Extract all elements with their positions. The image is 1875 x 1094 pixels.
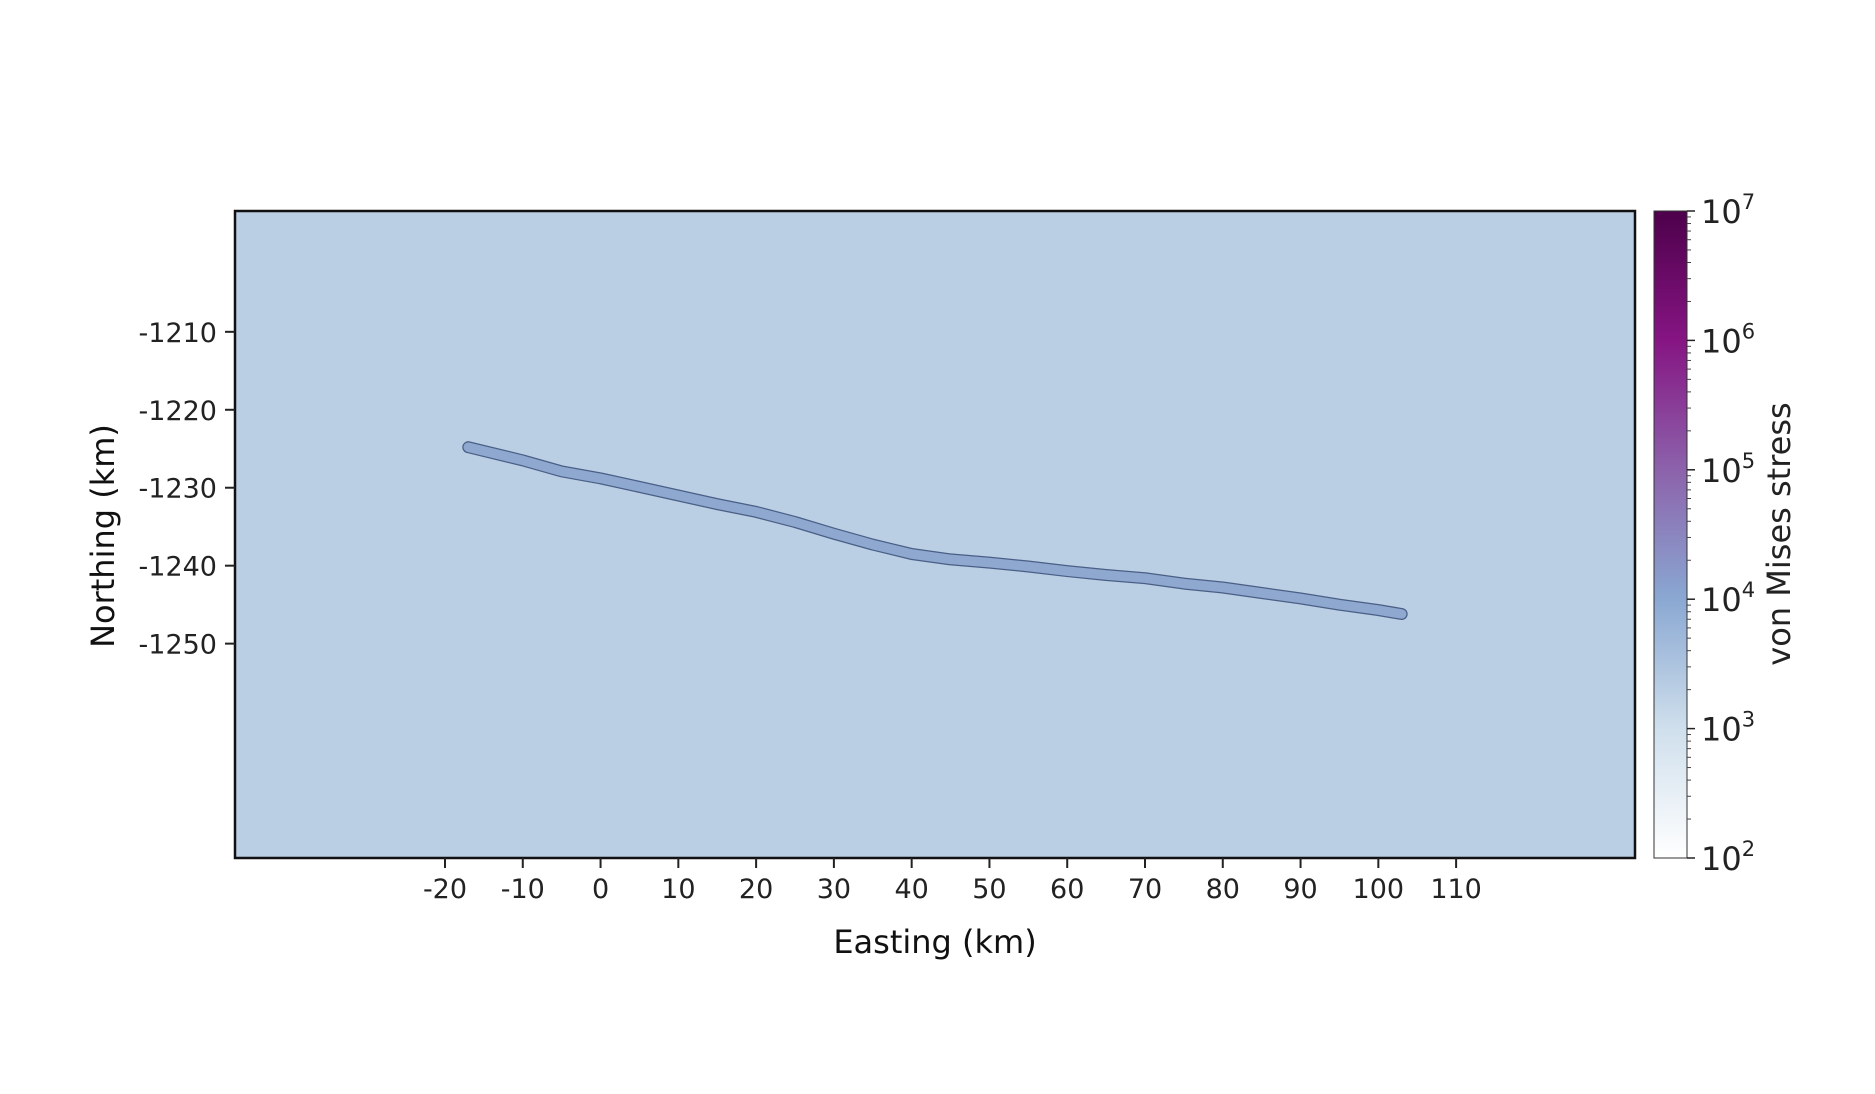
colorbar-ticks: 102 103 104 105 106 107 [1687,190,1755,878]
colorbar-tick-label: 106 [1701,319,1755,360]
x-tick-label: 50 [972,874,1006,905]
colorbar-tick-exponent: 2 [1742,837,1755,861]
plot-area-background [235,211,1635,858]
x-axis-title: Easting (km) [833,923,1036,961]
colorbar-tick-label: 103 [1701,708,1755,749]
y-axis: -1210 -1220 -1230 -1240 -1250 [139,318,235,661]
colorbar-label: von Mises stress [1760,402,1798,665]
x-tick-label: 0 [592,874,609,905]
y-tick-label: -1240 [139,552,217,583]
x-tick-label: 110 [1430,874,1482,905]
colorbar [1653,210,1688,859]
colorbar-tick-exponent: 6 [1742,319,1755,343]
y-tick-label: -1210 [139,318,217,349]
x-tick-label: 20 [739,874,773,905]
x-tick-label: 80 [1206,874,1240,905]
x-tick-label: 70 [1128,874,1162,905]
x-tick-label: 40 [894,874,928,905]
colorbar-tick-exponent: 7 [1742,190,1755,214]
fault-trace [463,442,1407,619]
x-tick-label: -10 [501,874,545,905]
x-tick-label: 60 [1050,874,1084,905]
x-tick-label: -20 [423,874,467,905]
fault-trace-layer [462,441,1408,620]
colorbar-tick-label: 107 [1701,190,1755,231]
x-tick-label: 10 [661,874,695,905]
x-tick-label: 100 [1353,874,1405,905]
colorbar-tick-exponent: 5 [1742,449,1755,473]
colorbar-tick-exponent: 4 [1742,578,1755,602]
colorbar-tick-label: 102 [1701,837,1755,878]
colorbar-tick-label: 104 [1701,578,1755,619]
y-tick-label: -1230 [139,474,217,505]
y-tick-label: -1220 [139,396,217,427]
y-axis-title: Northing (km) [84,424,122,648]
y-tick-label: -1250 [139,630,217,661]
x-axis: -20 -10 0 10 20 30 40 50 60 70 80 90 100 110 [423,858,1482,905]
colorbar-tick-exponent: 3 [1742,708,1755,732]
plot-frame [233,209,1637,860]
x-tick-label: 90 [1283,874,1317,905]
colorbar-tick-label: 105 [1701,449,1755,490]
x-tick-label: 30 [817,874,851,905]
